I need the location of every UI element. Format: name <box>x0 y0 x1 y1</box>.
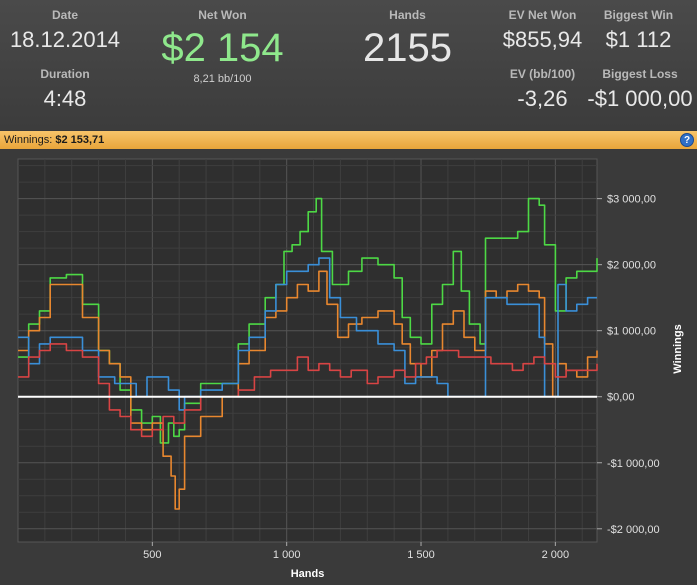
y-tick-label: $3 000,00 <box>607 194 656 206</box>
series-line-blue <box>18 257 597 411</box>
x-tick-label: 1 500 <box>407 549 435 561</box>
y-tick-label: $1 000,00 <box>607 326 656 338</box>
series-line-red <box>18 343 598 438</box>
date-value: 18.12.2014 <box>9 27 121 52</box>
date-stat: Date 18.12.2014 <box>0 8 130 53</box>
ev-net-won-value: $855,94 <box>502 27 583 52</box>
hands-stat: Hands 2155 <box>340 8 475 71</box>
x-tick-label: 1 000 <box>273 549 301 561</box>
x-axis-label: Hands <box>291 568 325 580</box>
ev-net-won-stat: EV Net Won $855,94 <box>495 8 590 53</box>
winnings-chart: $3 000,00 $2 000,00 $1 000,00 $0,00 -$1 000,… <box>17 158 684 580</box>
y-tick-label: $0,00 <box>607 392 635 404</box>
biggest-loss-stat: Biggest Loss -$1 000,00 <box>585 67 695 112</box>
date-label: Date <box>51 8 78 22</box>
winnings-label: Winnings: <box>4 134 53 146</box>
x-tick-label: 500 <box>143 549 161 561</box>
biggest-win-stat: Biggest Win $1 112 <box>590 8 687 53</box>
x-tick-label: 2 000 <box>542 549 570 561</box>
winnings-chart-area: $3 000,00 $2 000,00 $1 000,00 $0,00 -$1 000,… <box>0 149 697 580</box>
biggest-win-value: $1 112 <box>605 27 672 52</box>
hands-label: Hands <box>389 8 426 22</box>
ev-bb-label: EV (bb/100) <box>509 67 576 81</box>
net-won-stat: Net Won $2 154 8,21 bb/100 <box>150 8 295 85</box>
y-tick-label: -$1 000,00 <box>607 458 660 470</box>
y-tick-label: $2 000,00 <box>607 260 656 272</box>
winnings-bar: Winnings: $2 153,71 ? <box>0 131 697 149</box>
biggest-loss-label: Biggest Loss <box>602 67 678 81</box>
biggest-win-label: Biggest Win <box>603 8 674 22</box>
y-tick-label: -$2 000,00 <box>607 524 660 536</box>
ev-bb-stat: EV (bb/100) -3,26 <box>495 67 590 112</box>
help-icon[interactable]: ? <box>680 133 694 147</box>
duration-label: Duration <box>40 67 90 81</box>
winnings-value: $2 153,71 <box>55 134 105 146</box>
y-axis-label: Winnings <box>672 324 684 373</box>
net-won-bb: 8,21 bb/100 <box>193 73 252 85</box>
hands-value: 2155 <box>363 26 452 70</box>
series-line-orange <box>18 270 598 510</box>
ev-bb-value: -3,26 <box>517 86 568 111</box>
net-won-value: $2 154 <box>161 26 284 70</box>
duration-value: 4:48 <box>43 86 87 111</box>
stats-header: Date 18.12.2014 Duration 4:48 Net Won $2… <box>0 0 697 130</box>
biggest-loss-value: -$1 000,00 <box>587 86 693 111</box>
ev-net-won-label: EV Net Won <box>508 8 577 22</box>
net-won-label: Net Won <box>198 8 247 22</box>
duration-stat: Duration 4:48 <box>0 67 130 112</box>
